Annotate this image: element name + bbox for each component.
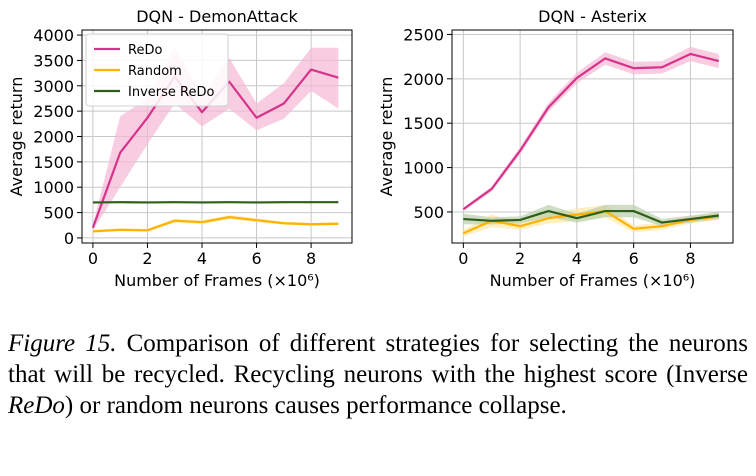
x-tick-label: 6 [251, 249, 261, 268]
y-tick-label: 1000 [403, 159, 444, 178]
figure: 0 2 4 6 805001000150020002500300035004000DQN… [7, 7, 734, 290]
x-tick-label: 8 [685, 249, 695, 268]
y-tick-label: 3500 [33, 51, 74, 70]
confidence-band-redo [463, 46, 719, 212]
legend-label: ReDo [128, 43, 162, 58]
x-tick-label: 4 [197, 249, 207, 268]
x-axis-label: Number of Frames (×10⁶) [114, 271, 320, 290]
y-axis-label: Average return [7, 77, 26, 197]
x-tick-label: 0 [88, 249, 98, 268]
y-tick-label: 2000 [403, 70, 444, 89]
y-tick-label: 2500 [403, 25, 444, 44]
y-tick-label: 500 [43, 204, 74, 223]
y-tick-label: 2000 [33, 128, 74, 147]
caption-text-after: ) or random neurons causes performance c… [64, 392, 567, 419]
plot-frame [451, 29, 734, 244]
y-tick-label: 3000 [33, 77, 74, 96]
legend-label: Inverse ReDo [128, 85, 214, 100]
x-tick-label: 6 [629, 249, 639, 268]
y-tick-label: 500 [413, 203, 444, 222]
chart-panel-1: 0 2 4 6 8 0 500 1000 1500 2000 2500 3000 3500 4000 DQN… [7, 7, 353, 290]
y-tick-label: 1000 [33, 178, 74, 197]
chart-title: DQN - Asterix [538, 7, 647, 26]
chart-panel-2: 0 2 4 6 8 500 1000 1500 2000 2500 DQN - Asterix Num… [377, 7, 734, 290]
legend-box [85, 33, 229, 107]
caption-label: Figure 15. [8, 330, 117, 357]
y-axis-label: Average return [377, 77, 396, 197]
y-tick-label: 2500 [33, 102, 74, 121]
y-tick-label: 1500 [33, 153, 74, 172]
series-line-random [462, 209, 719, 235]
x-axis-label: Number of Frames (×10⁶) [490, 271, 696, 290]
x-tick-label: 2 [515, 249, 525, 268]
caption-text-before: Comparison of different strategies for s… [8, 330, 748, 388]
x-tick-label: 2 [142, 249, 152, 268]
x-tick-label: 8 [306, 249, 316, 268]
legend-label: Random [128, 64, 182, 79]
legend: ReDo Random Inverse ReDo [85, 33, 229, 107]
y-tick-label: 0 [64, 229, 74, 248]
x-tick-label: 4 [572, 249, 582, 268]
caption-emphasis: ReDo [8, 392, 65, 419]
x-tick-label: 0 [458, 249, 468, 268]
y-tick-label: 1500 [403, 114, 444, 133]
series-line-random [92, 216, 339, 233]
chart-title: DQN - DemonAttack [136, 7, 298, 26]
series-line-inverse-redo [463, 209, 719, 224]
figure-caption: Figure 15. Comparison of different strat… [8, 328, 748, 421]
series-line-redo [462, 52, 720, 211]
y-tick-label: 4000 [33, 26, 74, 45]
confidence-band-random [463, 204, 719, 237]
